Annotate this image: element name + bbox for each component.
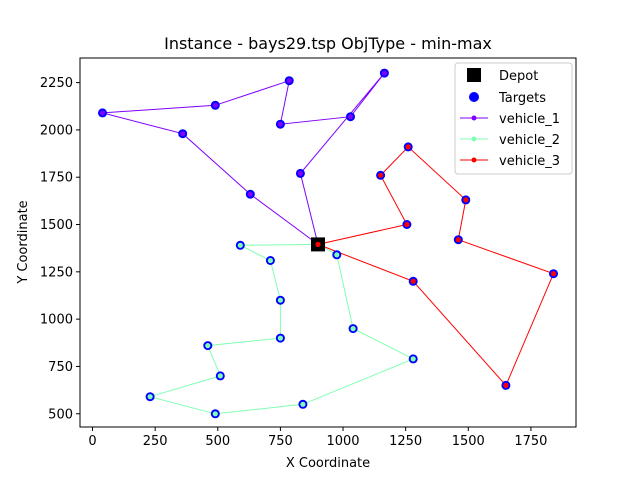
route-vertex-vehicle-1 (180, 131, 186, 137)
route-line-vehicle-3 (317, 146, 555, 387)
route-vertex-vehicle-2 (277, 297, 283, 303)
legend-targets-label: Targets (498, 91, 546, 106)
legend-depot-marker (467, 68, 481, 82)
y-tick-label: 1500 (40, 218, 73, 233)
y-ticks-group: 500 750 1000 1250 1500 1750 2000 2250 (40, 76, 80, 422)
y-tick-label: 2250 (40, 76, 73, 91)
route-vertex-vehicle-1 (99, 110, 106, 116)
route-vertex-vehicle-1 (277, 121, 283, 127)
x-axis-title: X Coordinate (286, 456, 370, 471)
x-tick-label: 0 (88, 434, 96, 449)
route-line-vehicle-2 (148, 243, 415, 415)
legend: Depot Targets vehicle_1 vehicle_2 vehicl… (454, 62, 573, 175)
depot-marker-group (311, 237, 325, 252)
y-tick-label: 1250 (40, 265, 73, 280)
y-axis-title: Y Coordinate (16, 200, 31, 284)
legend-vehicle-2-label: vehicle_2 (499, 133, 560, 148)
target-points-group (98, 68, 558, 419)
x-tick-label: 1250 (389, 434, 422, 449)
route-vertex-vehicle-2 (237, 242, 243, 248)
route-vertex-vehicle-3 (404, 221, 410, 228)
route-vertex-vehicle-3 (405, 144, 411, 150)
route-vertex-vehicle-2 (300, 401, 306, 407)
legend-vehicle-3-label: vehicle_3 (499, 154, 560, 169)
route-vertex-vehicle-1 (381, 70, 387, 76)
legend-vehicle-1-label: vehicle_1 (499, 112, 560, 127)
route-vertex-vehicle-1 (297, 170, 303, 176)
legend-vehicle-3-marker (471, 157, 477, 163)
route-vertex-vehicle-3 (463, 197, 469, 203)
x-tick-label: 1750 (514, 434, 547, 449)
route-vertex-vehicle-2 (267, 257, 273, 264)
legend-targets-marker (469, 92, 479, 102)
legend-depot-label: Depot (499, 69, 538, 84)
x-ticks-group: 0 250 500 750 1000 1250 1500 1750 (88, 427, 547, 449)
legend-vehicle-2-marker (471, 136, 477, 142)
route-vertex-vehicle-1 (347, 114, 354, 120)
route-vertex-vehicle-1 (286, 78, 292, 84)
route-vertex-vehicle-2 (277, 335, 283, 341)
route-vertex-vehicle-2 (205, 343, 211, 349)
x-tick-label: 250 (143, 434, 168, 449)
route-vertex-vehicle-3 (550, 271, 557, 277)
x-tick-label: 750 (268, 434, 293, 449)
x-tick-label: 1500 (452, 434, 485, 449)
route-vertex-vehicle-1 (247, 191, 253, 197)
legend-frame (454, 62, 573, 175)
route-vertex-vehicle-2 (217, 373, 223, 379)
route-vertex-vehicle-3 (455, 237, 461, 243)
x-tick-label: 1000 (326, 434, 359, 449)
route-vertex-vehicle-3 (503, 382, 509, 388)
route-vertex-vehicle-2 (147, 394, 153, 400)
route-vertex-vehicle-2 (212, 411, 218, 417)
x-tick-label: 500 (205, 434, 230, 449)
plot-frame (79, 57, 577, 428)
y-tick-label: 500 (48, 407, 73, 422)
route-vertex-vehicle-2 (350, 326, 356, 332)
y-tick-label: 750 (48, 360, 73, 375)
y-tick-label: 2000 (40, 123, 73, 138)
route-vertex-vehicle-2 (334, 252, 340, 258)
route-vertex-vehicle-2 (410, 356, 416, 362)
depot-route-vertex (315, 241, 321, 247)
chart-title: Instance - bays29.tsp ObjType - min-max (164, 34, 492, 53)
route-vertex-vehicle-1 (212, 102, 218, 108)
legend-vehicle-1-marker (471, 115, 477, 121)
route-vertex-vehicle-3 (378, 172, 384, 178)
y-tick-label: 1750 (40, 171, 73, 186)
y-tick-label: 1000 (40, 313, 73, 328)
route-vertex-vehicle-3 (410, 278, 416, 284)
